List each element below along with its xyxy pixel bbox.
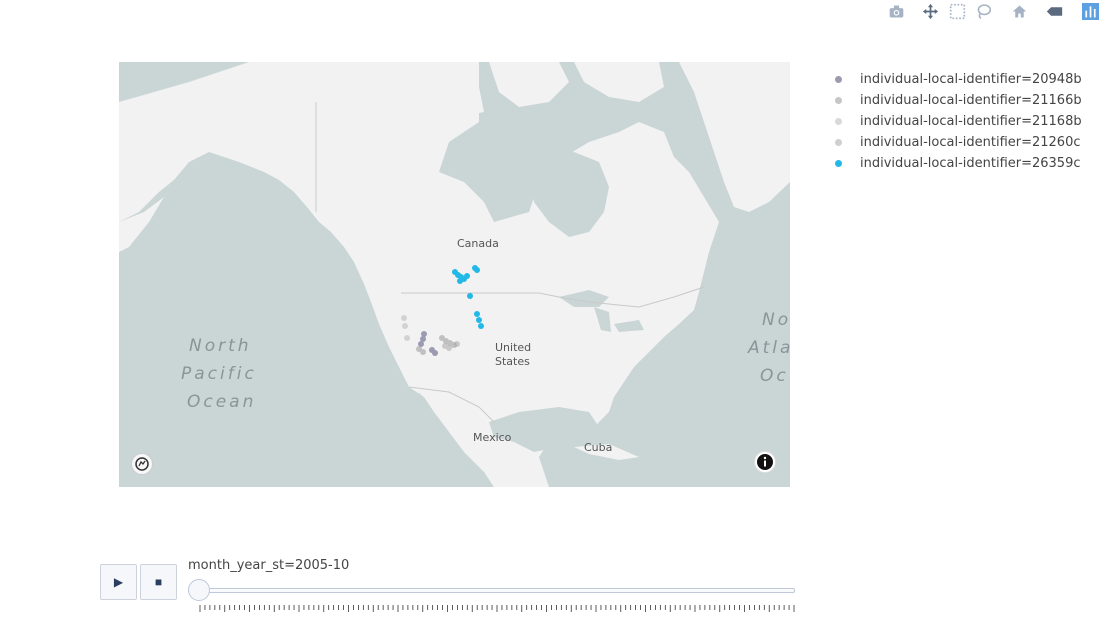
data-point bbox=[401, 315, 407, 321]
legend: individual-local-identifier=20948b indiv… bbox=[832, 69, 1082, 174]
data-point bbox=[474, 311, 480, 317]
mapbox-logo-icon[interactable] bbox=[131, 453, 153, 475]
data-point bbox=[457, 278, 463, 284]
label-north-atlantic-line2: Atla bbox=[748, 338, 790, 358]
box-select-icon[interactable] bbox=[947, 1, 967, 21]
plotly-logo-icon[interactable] bbox=[1080, 1, 1100, 21]
scatter-layer bbox=[401, 265, 484, 356]
legend-item-21168b[interactable]: individual-local-identifier=21168b bbox=[832, 111, 1082, 132]
data-point bbox=[404, 335, 410, 341]
label-cuba: Cuba bbox=[584, 441, 613, 454]
greenland-landmass bbox=[679, 62, 790, 212]
label-north-atlantic-line3: Oc bbox=[760, 366, 789, 386]
pan-icon[interactable] bbox=[920, 1, 940, 21]
label-north-pacific-line2: Pacific bbox=[181, 364, 257, 384]
play-icon: ▶ bbox=[113, 575, 124, 589]
stop-icon: ■ bbox=[154, 575, 163, 589]
data-point bbox=[432, 350, 438, 356]
info-icon[interactable] bbox=[754, 451, 776, 473]
data-point bbox=[464, 273, 470, 279]
trace-21168b bbox=[401, 315, 410, 341]
legend-item-26359c[interactable]: individual-local-identifier=26359c bbox=[832, 153, 1082, 174]
stop-button[interactable]: ■ bbox=[140, 564, 177, 600]
label-mexico: Mexico bbox=[473, 431, 512, 444]
gulf-of-mexico bbox=[489, 407, 599, 452]
data-point bbox=[446, 345, 452, 351]
play-button[interactable]: ▶ bbox=[100, 564, 137, 600]
slider-track[interactable] bbox=[188, 588, 795, 593]
legend-item-21166b[interactable]: individual-local-identifier=21166b bbox=[832, 90, 1082, 111]
legend-marker bbox=[835, 76, 842, 83]
label-north-pacific-line1: North bbox=[189, 336, 252, 356]
label-united-states-line2: States bbox=[495, 355, 530, 368]
hudson-bay bbox=[529, 152, 609, 237]
home-icon[interactable] bbox=[1009, 1, 1029, 21]
legend-marker bbox=[835, 160, 842, 167]
camera-icon[interactable] bbox=[886, 1, 906, 21]
legend-label: individual-local-identifier=21166b bbox=[860, 93, 1082, 108]
legend-item-20948b[interactable]: individual-local-identifier=20948b bbox=[832, 69, 1082, 90]
trace-20948b bbox=[418, 331, 438, 356]
label-canada: Canada bbox=[457, 237, 499, 250]
trace-26359c bbox=[452, 265, 484, 329]
data-point bbox=[478, 323, 484, 329]
legend-label: individual-local-identifier=21168b bbox=[860, 114, 1082, 129]
legend-item-21260c[interactable]: individual-local-identifier=21260c bbox=[832, 132, 1082, 153]
legend-label: individual-local-identifier=26359c bbox=[860, 156, 1081, 171]
slider-current-value: month_year_st=2005-10 bbox=[188, 558, 350, 573]
map-view[interactable]: Canada United States Mexico Cuba North P… bbox=[119, 62, 790, 487]
data-point bbox=[454, 341, 460, 347]
data-point bbox=[476, 317, 482, 323]
data-point bbox=[421, 331, 427, 337]
data-point bbox=[474, 267, 480, 273]
data-point bbox=[420, 349, 426, 355]
hover-compare-icon[interactable] bbox=[1044, 1, 1064, 21]
data-point bbox=[418, 341, 424, 347]
slider-handle[interactable] bbox=[188, 579, 210, 601]
legend-marker bbox=[835, 97, 842, 104]
data-point bbox=[467, 293, 473, 299]
legend-marker bbox=[835, 139, 842, 146]
trace-21260c bbox=[442, 341, 460, 351]
trace-21166b bbox=[416, 335, 457, 355]
label-north-atlantic-line1: No bbox=[762, 310, 790, 330]
legend-label: individual-local-identifier=20948b bbox=[860, 72, 1082, 87]
label-north-pacific-line3: Ocean bbox=[187, 392, 257, 412]
label-united-states-line1: United bbox=[495, 341, 532, 354]
legend-marker bbox=[835, 118, 842, 125]
legend-label: individual-local-identifier=21260c bbox=[860, 135, 1081, 150]
lasso-select-icon[interactable] bbox=[973, 1, 993, 21]
slider-ticks bbox=[199, 605, 795, 612]
data-point bbox=[402, 323, 408, 329]
data-point bbox=[420, 336, 426, 342]
